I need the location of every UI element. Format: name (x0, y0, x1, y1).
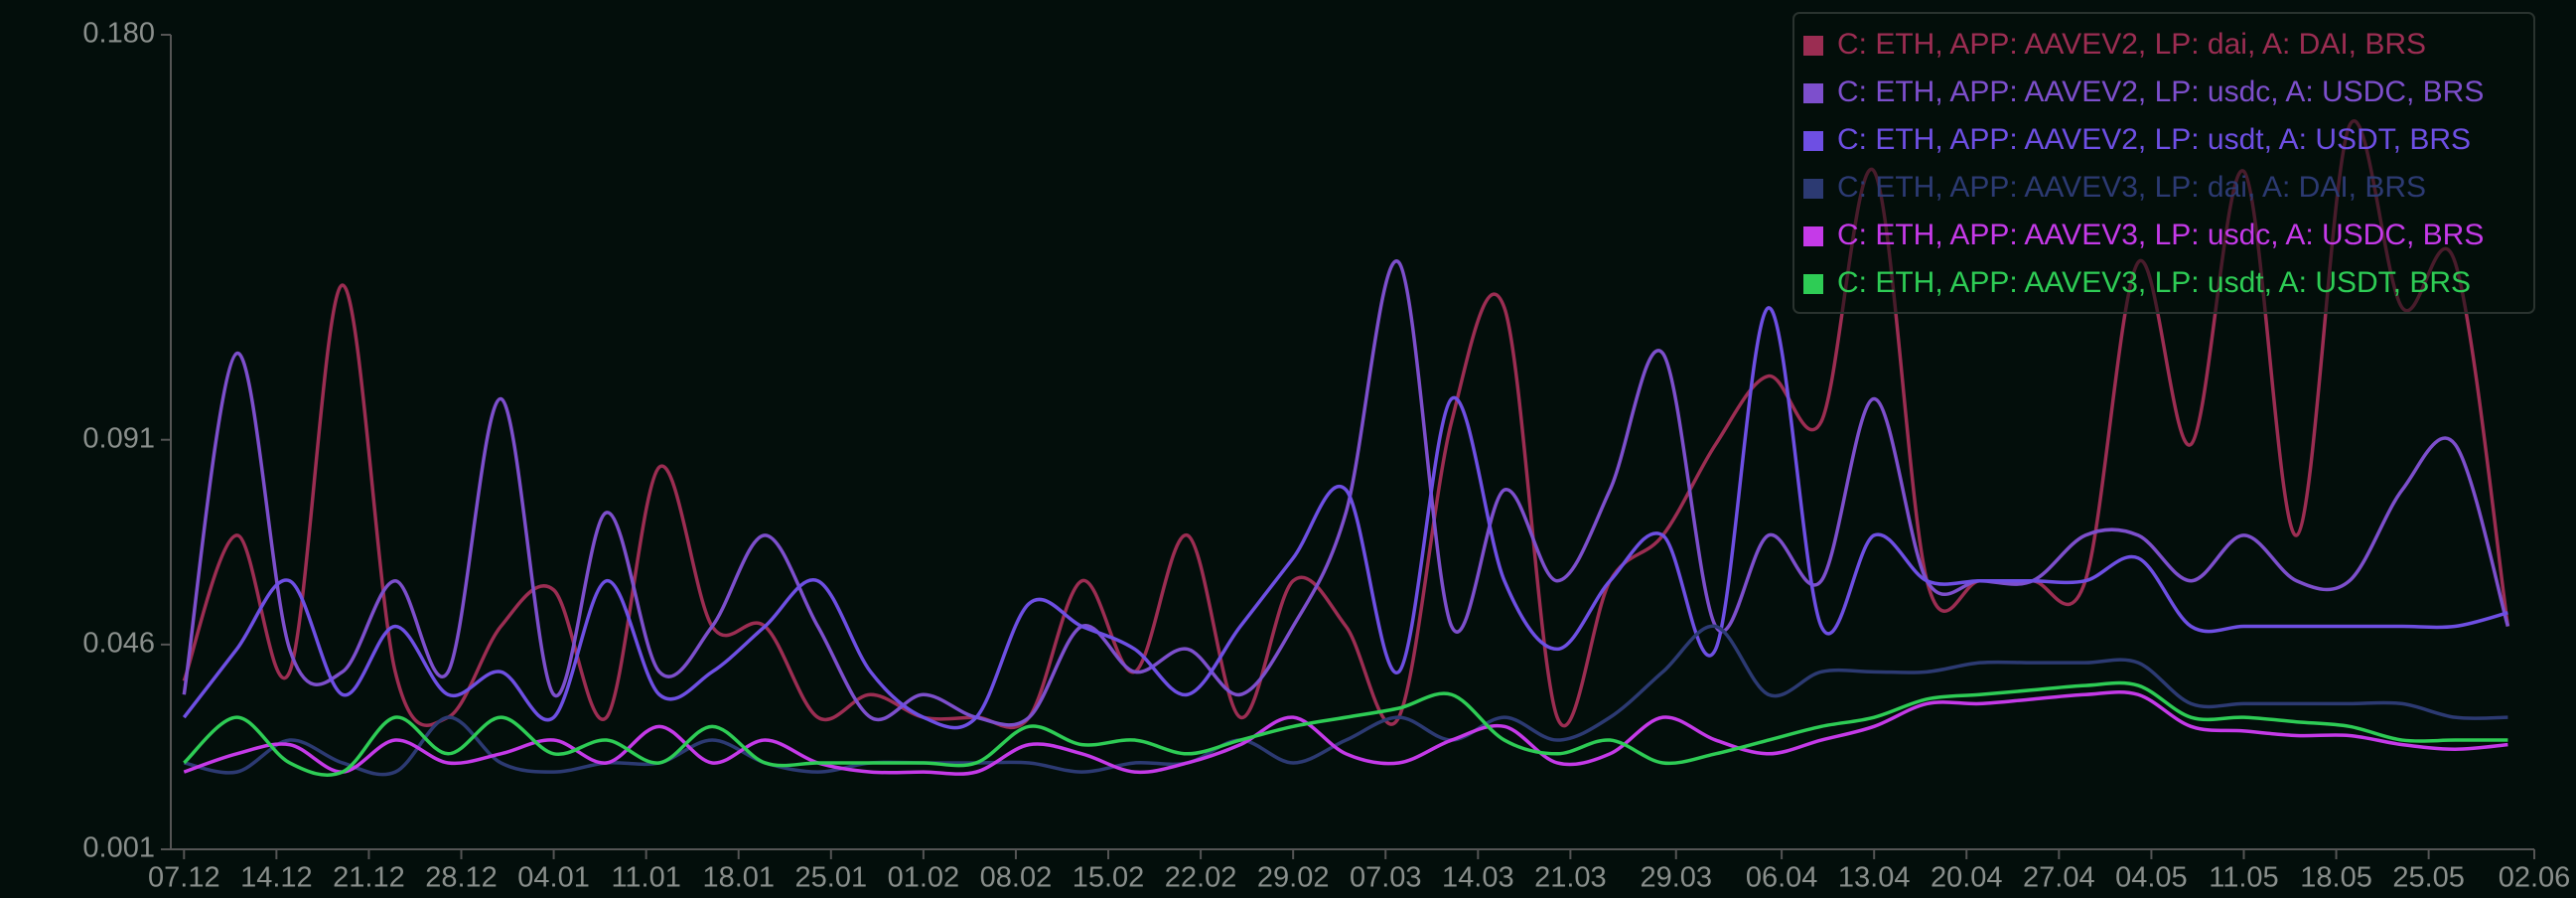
x-tick-label: 27.04 (2023, 862, 2095, 894)
y-tick-label: 0.180 (82, 18, 155, 50)
x-tick-label: 25.05 (2392, 862, 2465, 894)
legend-swatch (1803, 83, 1823, 103)
x-tick-label: 18.05 (2300, 862, 2372, 894)
legend-label: C: ETH, APP: AAVEV2, LP: usdt, A: USDT, … (1837, 123, 2471, 156)
x-tick-label: 20.04 (1931, 862, 2003, 894)
series-line (182, 259, 2510, 727)
legend-label: C: ETH, APP: AAVEV2, LP: dai, A: DAI, BR… (1837, 28, 2426, 61)
legend: C: ETH, APP: AAVEV2, LP: dai, A: DAI, BR… (1792, 12, 2535, 314)
legend-swatch (1803, 36, 1823, 56)
x-tick-label: 13.04 (1838, 862, 1911, 894)
x-tick-label: 15.02 (1073, 862, 1145, 894)
x-tick-label: 02.06 (2499, 862, 2571, 894)
series-line (183, 689, 2508, 776)
x-tick-label: 25.01 (795, 862, 868, 894)
legend-swatch (1803, 274, 1823, 294)
x-tick-label: 29.02 (1257, 862, 1330, 894)
x-tick-label: 04.05 (2115, 862, 2188, 894)
x-tick-label: 28.12 (425, 862, 498, 894)
x-tick-label: 07.12 (148, 862, 220, 894)
x-tick-label: 29.03 (1640, 862, 1712, 894)
y-tick-label: 0.091 (82, 422, 155, 454)
legend-label: C: ETH, APP: AAVEV3, LP: dai, A: DAI, BR… (1837, 171, 2426, 204)
x-tick-label: 14.12 (240, 862, 313, 894)
x-tick-label: 21.12 (333, 862, 405, 894)
y-tick-label: 0.001 (82, 832, 155, 864)
series-line (182, 306, 2508, 730)
legend-swatch (1803, 226, 1823, 246)
x-tick-label: 07.03 (1350, 862, 1422, 894)
x-tick-label: 14.03 (1442, 862, 1514, 894)
x-tick-label: 01.02 (888, 862, 960, 894)
series-line (182, 119, 2510, 730)
x-tick-label: 06.04 (1746, 862, 1818, 894)
x-tick-label: 08.02 (980, 862, 1053, 894)
x-tick-label: 21.03 (1534, 862, 1607, 894)
x-tick-label: 04.01 (517, 862, 590, 894)
x-tick-label: 18.01 (702, 862, 775, 894)
legend-label: C: ETH, APP: AAVEV3, LP: usdt, A: USDT, … (1837, 266, 2471, 299)
x-tick-label: 22.02 (1165, 862, 1237, 894)
legend-box (1792, 12, 2535, 314)
legend-swatch (1803, 131, 1823, 151)
x-tick-label: 11.05 (2209, 862, 2278, 894)
series-line (183, 624, 2508, 777)
legend-swatch (1803, 179, 1823, 199)
y-tick-label: 0.046 (82, 628, 155, 660)
legend-label: C: ETH, APP: AAVEV3, LP: usdc, A: USDC, … (1837, 219, 2484, 251)
series-line (183, 680, 2508, 777)
x-tick-label: 11.01 (611, 862, 680, 894)
legend-label: C: ETH, APP: AAVEV2, LP: usdc, A: USDC, … (1837, 75, 2484, 108)
